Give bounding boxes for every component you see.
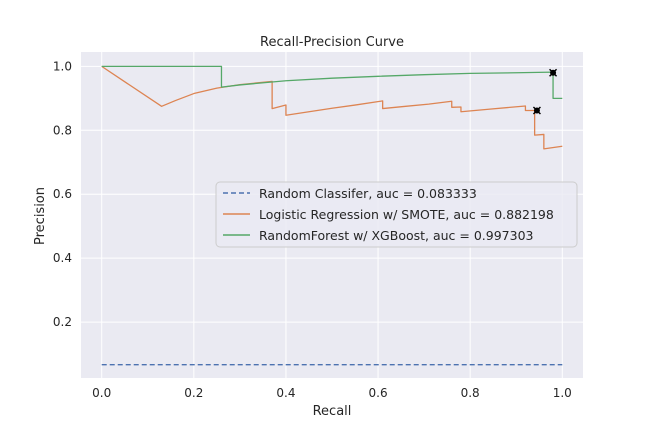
point-markers [532,68,558,115]
y-tick-label: 0.4 [53,251,72,265]
legend-label-randomforest: RandomForest w/ XGBoost, auc = 0.997303 [259,228,534,243]
legend-label-random: Random Classifer, auc = 0.083333 [259,186,477,201]
y-tick-label: 0.2 [53,315,72,329]
x-tick-label: 1.0 [553,386,572,400]
legend-box [215,181,578,248]
x-tick-label: 0.0 [92,386,111,400]
y-tick-label: 1.0 [53,59,72,73]
legend-label-logistic: Logistic Regression w/ SMOTE, auc = 0.88… [259,207,554,222]
y-tick-labels: 0.2 0.4 0.6 0.8 1.0 [53,59,72,329]
x-tick-label: 0.2 [184,386,203,400]
x-tick-label: 0.8 [461,386,480,400]
y-tick-label: 0.8 [53,123,72,137]
y-axis-label: Precision [33,187,48,245]
x-axis-label: Recall [313,404,352,419]
chart-title: Recall-Precision Curve [260,35,404,50]
x-tick-labels: 0.0 0.2 0.4 0.6 0.8 1.0 [92,386,572,400]
point-marker [532,106,541,115]
point-marker [549,68,558,77]
y-tick-label: 0.6 [53,187,72,201]
x-tick-label: 0.6 [369,386,388,400]
x-tick-label: 0.4 [276,386,295,400]
legend: Random Classifer, auc = 0.083333 Logisti… [215,181,578,248]
